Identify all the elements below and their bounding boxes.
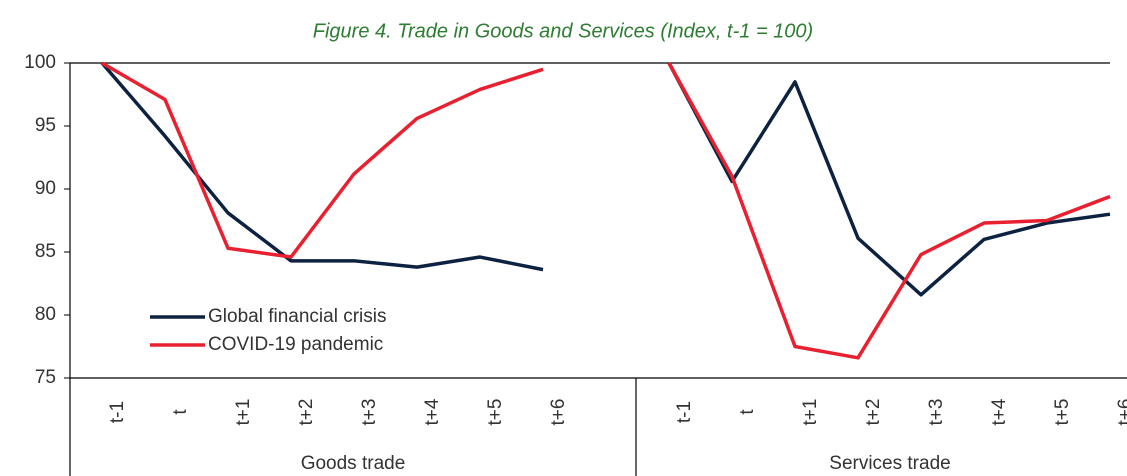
x-tick-label: t+6 — [1115, 399, 1127, 426]
x-tick-label: t-1 — [674, 401, 695, 423]
group-label: Goods trade — [301, 453, 406, 474]
y-tick-label: 95 — [35, 115, 56, 136]
y-tick-label: 75 — [35, 367, 56, 388]
series-line — [667, 62, 1111, 297]
y-tick-label: 90 — [35, 178, 56, 199]
x-tick-label: t+2 — [296, 399, 317, 426]
x-tick-label: t+1 — [800, 399, 821, 426]
x-tick-label: t — [170, 409, 191, 415]
y-tick-label: 80 — [35, 304, 56, 325]
x-tick-label: t-1 — [107, 401, 128, 423]
x-tick-label: t — [737, 409, 758, 415]
y-tick-label: 100 — [24, 52, 56, 73]
legend-label: COVID-19 pandemic — [208, 334, 383, 355]
group-label: Services trade — [829, 453, 950, 474]
x-tick-label: t+5 — [485, 399, 506, 426]
x-tick-label: t+4 — [989, 398, 1010, 425]
x-tick-label: t+5 — [1052, 399, 1073, 426]
x-tick-label: t+4 — [422, 398, 443, 425]
x-tick-label: t+2 — [863, 399, 884, 426]
x-tick-label: t+1 — [233, 399, 254, 426]
y-tick-label: 85 — [35, 241, 56, 262]
x-tick-label: t+3 — [926, 399, 947, 426]
series-line — [101, 61, 544, 259]
x-tick-label: t+6 — [548, 399, 569, 426]
chart-title: Figure 4. Trade in Goods and Services (I… — [313, 20, 813, 42]
x-tick-label: t+3 — [359, 399, 380, 426]
series-line — [100, 61, 544, 272]
legend-label: Global financial crisis — [208, 306, 386, 327]
series-line — [667, 62, 1111, 360]
